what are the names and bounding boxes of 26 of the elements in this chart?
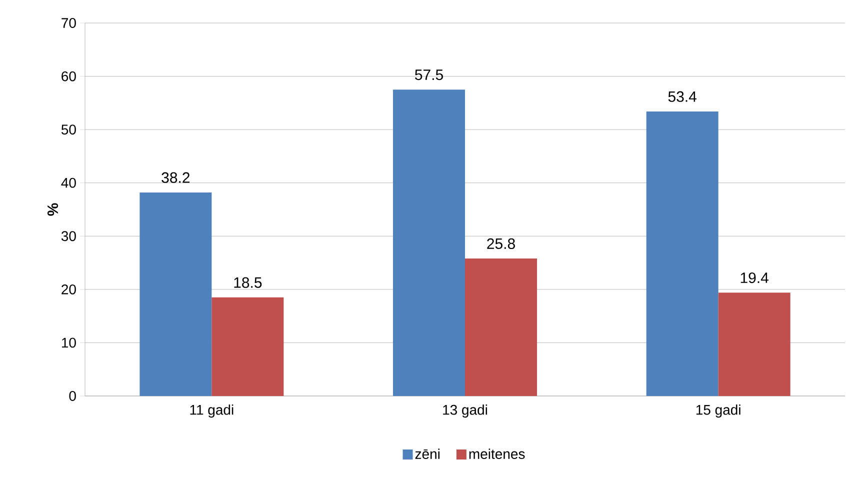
y-tick-label: 10: [62, 338, 76, 348]
data-label: 25.8: [487, 238, 515, 249]
x-tick-label: 11 gadi: [190, 404, 234, 418]
y-tick-label: 30: [61, 231, 76, 242]
x-tick-label: 13 gadi: [443, 404, 487, 418]
bar: [140, 192, 212, 396]
y-tick-label: 60: [62, 71, 76, 82]
bar: [212, 297, 284, 396]
x-tick-label: 15 gadi: [696, 404, 740, 418]
legend-label: meitenes: [469, 448, 525, 459]
legend-label: zēni: [415, 448, 440, 459]
y-tick-label: 70: [62, 18, 76, 28]
y-tick-label: 0: [69, 391, 76, 401]
y-tick-label: 20: [62, 284, 76, 294]
data-label: 19.4: [740, 272, 768, 284]
data-label: 18.5: [234, 277, 262, 288]
bar: [718, 292, 790, 396]
data-label: 38.2: [162, 172, 190, 183]
bar: [465, 258, 538, 396]
bar: [393, 90, 465, 396]
y-axis-title: %: [47, 203, 58, 216]
data-label: 53.4: [668, 91, 696, 102]
y-tick-label: 40: [61, 178, 76, 188]
y-tick-label: 50: [61, 124, 76, 135]
data-label: 57.5: [415, 70, 443, 80]
bar: [646, 111, 718, 396]
